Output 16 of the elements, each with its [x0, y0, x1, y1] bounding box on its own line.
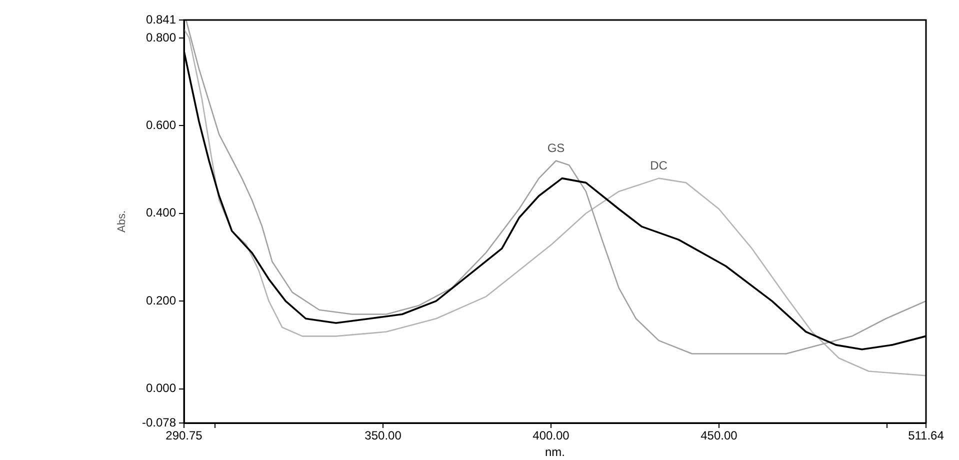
x-tick-label: 290.75	[166, 428, 203, 443]
x-axis-title: nm.	[544, 445, 566, 460]
y-tick-label: 0.841	[146, 12, 176, 26]
y-axis-title: Abs.	[116, 210, 128, 233]
x-tick-label: 400.00	[532, 428, 570, 443]
series-label: GS	[547, 141, 565, 156]
y-tick-label: 0.000	[146, 381, 176, 396]
y-tick-label: 0.800	[146, 30, 176, 44]
y-tick-label: 0.400	[146, 206, 176, 220]
y-tick-label: 0.600	[146, 118, 176, 132]
x-tick-label: 350.00	[364, 428, 402, 443]
y-tick-label: -0.078	[142, 415, 176, 430]
x-tick-label: 511.64	[908, 428, 944, 443]
series-label: DC	[650, 158, 668, 173]
y-tick-label: 0.200	[146, 293, 176, 308]
x-tick-label: 450.00	[700, 428, 738, 443]
